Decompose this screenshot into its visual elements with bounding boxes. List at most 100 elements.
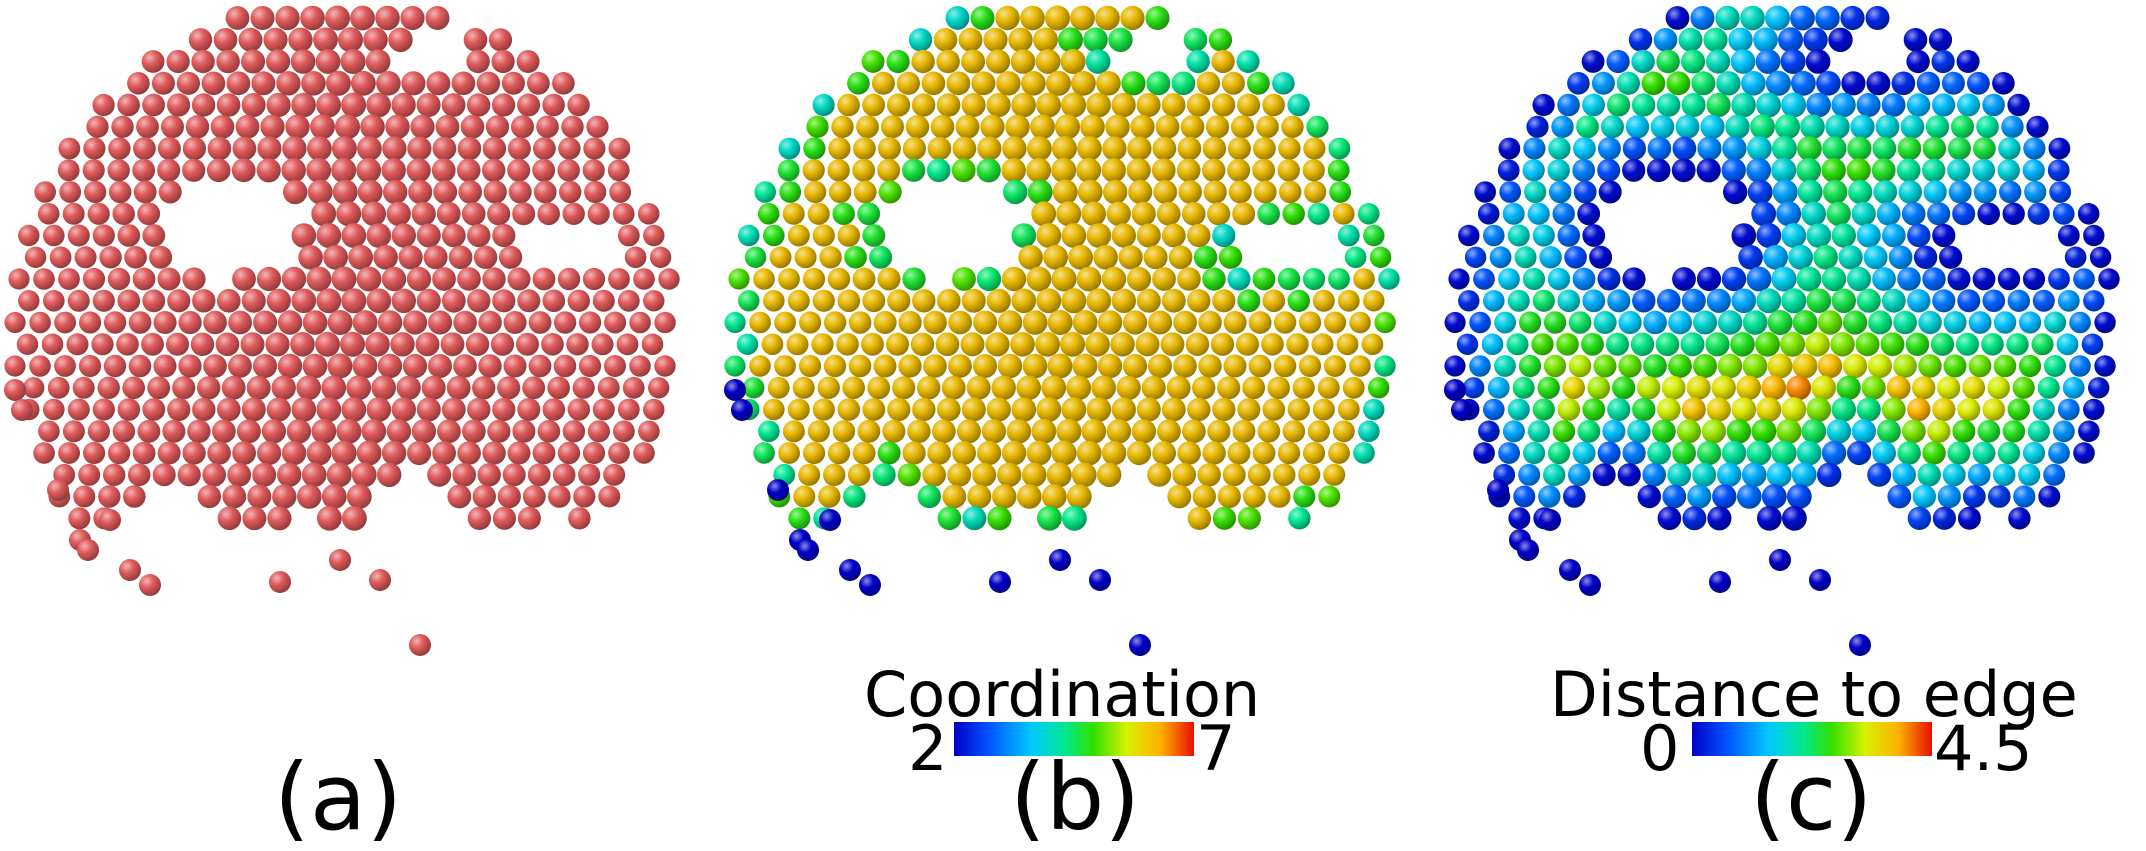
sphere-particle (1111, 92, 1136, 118)
sphere-particle (386, 201, 411, 226)
sphere-particle (215, 332, 240, 357)
sphere-particle (886, 332, 909, 356)
sphere-particle (871, 71, 895, 95)
sphere-particle (1881, 93, 1906, 117)
sphere-particle (1207, 202, 1231, 226)
sphere-particle (1993, 354, 2017, 378)
sphere-particle (1711, 375, 1736, 400)
sphere-particle (1737, 484, 1762, 509)
sphere-particle (1881, 223, 1906, 248)
sphere-particle (407, 136, 432, 161)
sphere-particle (749, 311, 771, 334)
sphere-particle (1582, 224, 1606, 247)
sphere-particle (976, 266, 1002, 292)
sphere-particle (432, 267, 456, 291)
sphere-particle (411, 419, 436, 444)
sphere-particle (23, 377, 45, 399)
sphere-particle (1825, 114, 1850, 139)
sphere-particle (1051, 136, 1077, 161)
sphere-particle (897, 463, 921, 487)
sphere-particle (2088, 377, 2110, 399)
sphere-particle (1906, 49, 1930, 74)
sphere-particle (1046, 462, 1072, 488)
sphere-particle (1706, 92, 1731, 118)
sphere-particle (1667, 462, 1692, 487)
sphere-particle (16, 333, 39, 355)
sphere-particle (1231, 115, 1254, 139)
sphere-particle (1863, 245, 1888, 270)
sphere-particle (188, 28, 213, 52)
sphere-particle (1551, 115, 1574, 138)
colorbar-b (954, 722, 1194, 756)
sphere-particle (1369, 246, 1392, 268)
sphere-particle (1519, 311, 1542, 334)
sphere-particle (592, 398, 615, 421)
sphere-particle (306, 440, 332, 466)
sphere-particle (837, 289, 861, 313)
sphere-particle (1268, 485, 1291, 508)
sphere-particle (2073, 442, 2095, 464)
sphere-particle (1549, 180, 1572, 204)
sphere-particle (492, 289, 516, 313)
sphere-particle (1248, 354, 1272, 378)
sphere-particle (537, 420, 561, 443)
sphere-particle (1666, 71, 1691, 96)
sphere-particle (1918, 354, 1942, 378)
sphere-particle (1522, 159, 1545, 182)
sphere-particle (1483, 398, 1505, 421)
sphere-particle (1757, 505, 1782, 531)
sphere-particle (377, 353, 403, 379)
sphere-particle (517, 289, 541, 313)
sphere-particle (178, 310, 202, 335)
sphere-particle (583, 137, 606, 160)
sphere-particle (1932, 289, 1956, 313)
sphere-particle (1607, 93, 1631, 117)
sphere-particle (1556, 333, 1579, 356)
sphere-particle (1756, 92, 1781, 118)
sphere-particle (1002, 136, 1027, 161)
sphere-particle (946, 71, 971, 96)
sphere-particle (1097, 310, 1123, 335)
sphere-particle (823, 311, 847, 334)
sphere-particle (327, 310, 353, 335)
sphere-particle (253, 310, 278, 335)
sphere-particle (1444, 355, 1466, 377)
sphere-particle (553, 354, 577, 378)
sphere-particle (568, 507, 591, 530)
sphere-particle (311, 418, 337, 444)
sphere-particle (617, 289, 640, 312)
sphere-particle (1031, 201, 1057, 227)
sphere-particle (1880, 332, 1905, 357)
sphere-particle (43, 224, 65, 247)
sphere-particle (2078, 420, 2100, 443)
sphere-particle (231, 158, 256, 183)
sphere-particle (1212, 93, 1236, 117)
sphere-particle (1152, 136, 1177, 161)
panel-a: (a) (0, 0, 720, 846)
sphere-particle (724, 379, 746, 401)
sphere-particle (1741, 462, 1767, 488)
sphere-particle (1103, 179, 1128, 205)
sphere-particle (573, 485, 596, 508)
sphere-particle (1151, 158, 1176, 183)
sphere-particle (1665, 6, 1690, 30)
sphere-particle (315, 49, 341, 74)
sphere-particle (41, 333, 64, 356)
sphere-particle (1723, 179, 1748, 205)
sphere-particle (29, 355, 51, 377)
sphere-particle (1328, 442, 1350, 464)
sphere-particle (1061, 397, 1087, 422)
sphere-particle (542, 398, 566, 421)
sphere-particle (782, 202, 805, 225)
sphere-particle (2002, 420, 2026, 443)
sphere-particle (325, 5, 350, 31)
sphere-particle (391, 223, 416, 248)
sphere-particle (1070, 5, 1095, 31)
sphere-particle (142, 398, 166, 421)
sphere-particle (1363, 290, 1385, 312)
sphere-particle (277, 353, 303, 379)
sphere-particle (1781, 223, 1807, 248)
sphere-particle (411, 201, 436, 226)
sphere-particle (638, 420, 660, 443)
sphere-particle (1277, 441, 1301, 465)
